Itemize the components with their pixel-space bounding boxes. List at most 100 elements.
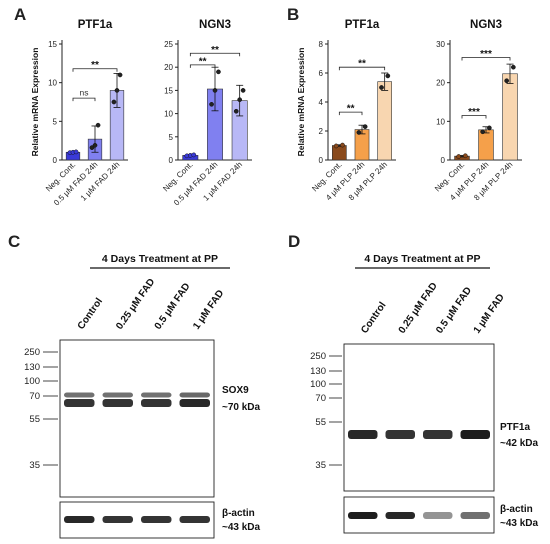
target-band [348,430,378,439]
target-band [385,430,415,439]
y-tick-label: 0 [319,156,324,165]
significance-label: ns [80,88,89,98]
significance-bracket [461,57,511,61]
chart-title: NGN3 [199,19,231,31]
data-point [216,69,221,75]
y-tick-label: 10 [48,79,57,88]
loading-label: β-actin [500,504,533,515]
y-tick-label: 15 [48,40,57,49]
marker-label: 70 [29,391,40,402]
significance-label: ** [91,60,99,71]
loading-size: ~43 kDa [500,518,539,529]
marker-label: 35 [315,460,326,471]
significance-label: ** [358,59,366,70]
data-point [233,108,239,114]
data-point [92,142,98,148]
y-tick-label: 5 [53,117,58,126]
data-point [111,99,117,105]
marker-label: 250 [24,347,40,358]
significance-label: ** [199,56,207,67]
data-point [95,122,101,128]
x-category-label: 0.5 μM FAD 24h [172,160,219,207]
significance-bracket [338,66,386,71]
bar-2 [377,81,392,161]
chart-title: NGN3 [470,19,502,31]
y-axis-label: Relative mRNA Expression [30,48,40,157]
y-tick-label: 6 [319,69,324,78]
lane-label: 0.5 μM FAD [434,285,474,335]
data-point [117,72,123,78]
target-band [102,399,133,407]
marker-label: 100 [24,376,40,387]
target-size: ~42 kDa [500,438,539,449]
loading-band [385,512,415,519]
blot-d: 4 Days Treatment at PP Control 0.25 μM FAD… [310,253,539,534]
significance-bracket [189,52,241,57]
bar-2 [502,73,518,161]
data-point [510,64,516,70]
target-band [64,392,95,398]
marker-label: 130 [24,362,40,373]
y-tick-label: 8 [319,40,324,49]
significance-bracket [72,68,118,72]
y-tick-label: 0 [441,156,446,165]
data-point [333,143,339,149]
target-band [64,399,95,407]
loading-band [102,516,133,523]
data-point [504,78,510,84]
lane-label: 0.25 μM FAD [114,277,157,332]
data-point [114,88,120,93]
significance-label: *** [480,49,492,60]
marker-label: 100 [310,379,326,390]
loading-band [141,516,172,523]
data-point [379,85,384,90]
data-point [486,125,492,131]
target-band [423,430,453,439]
x-category-label: 1 μM FAD 24h [79,160,122,203]
data-point [480,129,486,135]
marker-label: 35 [29,460,40,471]
chart-title: PTF1a [78,19,113,31]
target-band [460,430,490,439]
y-tick-label: 20 [436,79,445,88]
lane-label: 1 μM FAD [191,288,226,332]
marker-label: 55 [29,414,40,425]
target-band [141,392,172,398]
loading-size: ~43 kDa [222,522,261,533]
blot-header: 4 Days Treatment at PP [364,253,480,265]
significance-label: *** [468,107,480,118]
lane-label: 0.5 μM FAD [153,281,193,331]
lane-label: 1 μM FAD [472,292,507,336]
data-point [340,142,345,148]
target-label: PTF1a [500,422,530,433]
data-point [462,153,468,159]
loading-label: β-actin [222,508,255,519]
y-axis-label: Relative mRNA Expression [296,48,306,157]
panel-letter-d: D [288,232,300,251]
y-tick-label: 2 [319,127,324,136]
significance-bracket [338,111,363,116]
data-point [237,97,243,103]
significance-label: ** [347,104,355,115]
data-point [385,73,391,79]
y-tick-label: 5 [169,133,174,142]
panel-letter-a: A [14,5,26,24]
target-membrane [59,339,215,498]
loading-band [64,516,95,523]
target-band [102,392,133,398]
marker-label: 70 [315,393,326,404]
y-tick-label: 30 [436,40,445,49]
significance-bracket [189,64,216,68]
target-band [179,392,210,398]
target-band [141,399,172,407]
data-point [191,152,197,158]
data-point [240,88,246,93]
data-point [73,149,79,155]
target-size: ~70 kDa [222,402,261,413]
data-point [209,101,214,107]
data-point [362,124,368,130]
